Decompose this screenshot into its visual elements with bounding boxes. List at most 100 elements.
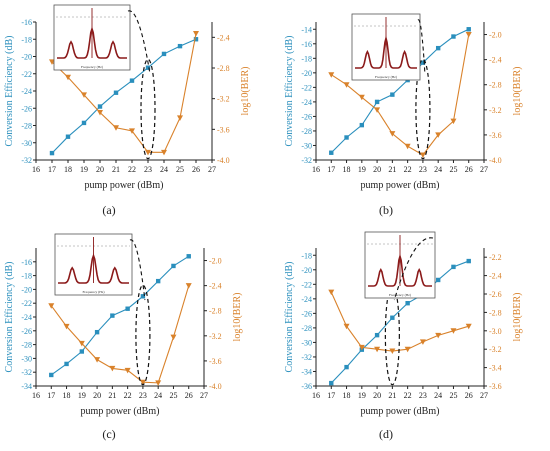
efficiency-point [64,361,69,367]
panel-label: (a) [102,203,115,217]
left-y-tick-label: -14 [301,25,312,34]
right-y-tick-label: -2.0 [209,257,222,266]
x-tick-label: 19 [358,391,366,400]
left-y-tick-label: -34 [21,382,32,391]
efficiency-point [186,254,191,259]
ber-point [374,346,381,353]
x-tick-label: 26 [185,391,193,400]
ber-point [109,365,116,372]
left-y-tick-label: -28 [301,324,312,333]
left-y-tick-label: -30 [301,141,312,150]
efficiency-point [390,92,395,97]
efficiency-point [155,278,161,284]
efficiency-point [129,78,135,83]
chart-panel-a: 16 17 18 19 20 21 22 23 24 25 26 27 -16 -18 -20 -22 -24 -… [4,4,251,191]
x-axis-label: pump power (dBm) [361,406,440,417]
efficiency-point [171,263,176,269]
ber-point [113,125,119,131]
efficiency-point [451,264,456,270]
left-y-tick-label: -24 [21,87,32,96]
right-y-tick-label: -4.0 [209,382,222,391]
x-tick-label: 25 [169,391,177,400]
ber-point [419,339,426,345]
left-y-tick-label: -20 [301,266,312,275]
ber-point [161,149,167,156]
left-y-tick-label: -18 [301,251,312,260]
right-y-tick-label: -3.4 [489,364,502,373]
ber-point [328,289,335,296]
right-y-axis-label: log10(BER) [512,293,523,342]
x-tick-label: 23 [144,165,152,174]
x-tick-label: 25 [449,165,457,174]
panel-label: (d) [379,427,393,441]
left-y-tick-label: -30 [21,139,32,148]
panel-label: (b) [379,203,393,217]
efficiency-point [125,306,130,311]
ber-point [328,72,335,78]
x-tick-label: 16 [32,391,40,400]
right-y-tick-label: -3.2 [489,106,502,115]
efficiency-point [374,332,380,338]
ber-point [48,303,55,309]
ber-point [389,348,396,355]
x-tick-label: 26 [465,391,473,400]
efficiency-point [110,313,115,318]
inset-spectrum: Frequency (Hz) [54,233,133,296]
left-y-tick-label: -24 [21,313,32,322]
efficiency-point [329,380,334,386]
x-tick-label: 23 [419,165,427,174]
left-y-tick-label: -30 [301,338,312,347]
ber-point [65,74,71,81]
ber-line [51,33,197,153]
ber-point [435,332,442,339]
ber-point [49,59,55,65]
right-y-tick-label: -3.2 [217,95,230,104]
x-tick-label: 21 [112,165,120,174]
left-y-tick-label: -16 [21,18,32,27]
x-tick-label: 16 [32,165,40,174]
left-y-tick-label: -22 [21,299,32,308]
x-tick-label: 24 [154,391,162,400]
left-y-tick-label: -20 [21,53,32,62]
x-tick-label: 16 [312,391,320,400]
left-y-tick-label: -20 [21,285,32,294]
left-y-tick-label: -22 [301,83,312,92]
right-y-tick-label: -3.0 [489,327,502,336]
ber-point [139,379,146,386]
highlight-ellipse [384,284,400,386]
ber-line [330,34,470,156]
ber-point [78,340,85,347]
ber-point [193,31,199,37]
x-tick-label: 26 [192,165,200,174]
efficiency-point [81,120,87,126]
x-tick-label: 19 [358,165,366,174]
ber-point [465,32,472,38]
right-y-tick-label: -2.4 [489,56,502,65]
right-y-tick-label: -3.6 [489,131,502,140]
right-y-tick-label: -2.4 [217,33,230,42]
x-tick-label: 24 [434,165,442,174]
ber-point [450,118,457,125]
ber-point [343,82,350,88]
left-y-tick-label: -32 [21,368,32,377]
right-y-tick-label: -2.0 [489,31,502,40]
x-tick-label: 24 [160,165,168,174]
x-tick-label: 20 [96,165,104,174]
efficiency-line [330,28,469,154]
right-y-tick-label: -3.6 [217,125,230,134]
x-axis-label: pump power (dBm) [85,180,164,191]
ber-point [358,344,365,351]
efficiency-point [466,27,471,32]
ber-point [450,328,457,334]
panel-label: (c) [102,427,115,441]
left-y-tick-label: -26 [301,309,312,318]
x-tick-label: 27 [200,391,208,400]
efficiency-point [344,364,349,370]
right-y-axis-label: log10(BER) [232,293,243,342]
inset-x-label: Frequency (Hz) [389,293,412,297]
right-y-tick-label: -2.8 [489,308,502,317]
left-y-axis-label: Conversion Efficiency (dB) [284,262,295,373]
ber-point [94,357,101,363]
x-tick-label: 22 [128,165,136,174]
ber-point [435,132,442,138]
